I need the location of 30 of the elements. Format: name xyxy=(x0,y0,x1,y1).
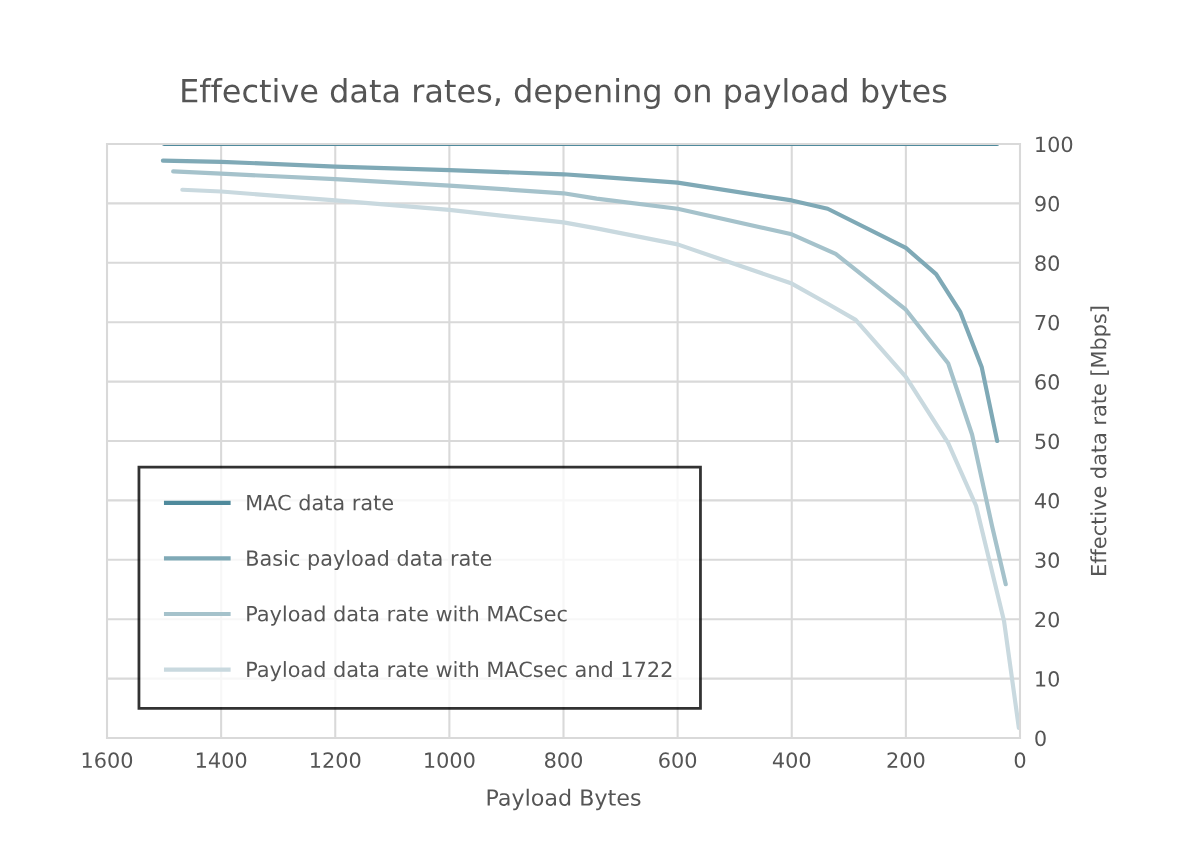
x-tick-label: 600 xyxy=(659,752,697,769)
x-tick-label: 1400 xyxy=(196,752,247,769)
legend-label: Payload data rate with MACsec xyxy=(247,605,567,626)
y-tick-label: 50 xyxy=(1035,433,1060,450)
x-tick-label: 0 xyxy=(1014,752,1026,769)
y-tick-label: 70 xyxy=(1035,314,1060,331)
x-tick-label: 200 xyxy=(887,752,925,769)
line-series xyxy=(160,158,1000,444)
line-series xyxy=(171,169,1008,587)
x-tick-label: 1200 xyxy=(311,752,361,769)
y-tick-label: 60 xyxy=(1035,374,1060,390)
y-tick-label: 0 xyxy=(1035,730,1046,747)
legend-label: Basic payload data rate xyxy=(247,549,492,571)
x-tick-label: 800 xyxy=(545,752,582,769)
y-tick-label: 30 xyxy=(1035,552,1060,569)
legend-label: MAC data rate xyxy=(247,494,393,511)
y-tick-label: 100 xyxy=(1036,136,1073,153)
y-tick-label: 90 xyxy=(1035,195,1060,212)
x-axis-title: Payload Bytes xyxy=(487,788,641,811)
y-tick-label: 40 xyxy=(1034,492,1060,509)
y-axis-title: Effective data rate [Mbps] xyxy=(1090,306,1111,575)
x-tick-label: 1000 xyxy=(425,752,475,769)
x-tick-label: 400 xyxy=(772,752,811,769)
chart-title: Effective data rates, depening on payload bytes xyxy=(182,78,947,109)
y-tick-label: 80 xyxy=(1035,255,1060,272)
x-tick-label: 1600 xyxy=(82,752,133,769)
y-tick-label: 10 xyxy=(1036,671,1060,687)
y-tick-label: 20 xyxy=(1035,611,1060,628)
line-series xyxy=(180,187,1020,730)
legend-label: Payload data rate with MACsec and 1722 xyxy=(247,661,672,682)
